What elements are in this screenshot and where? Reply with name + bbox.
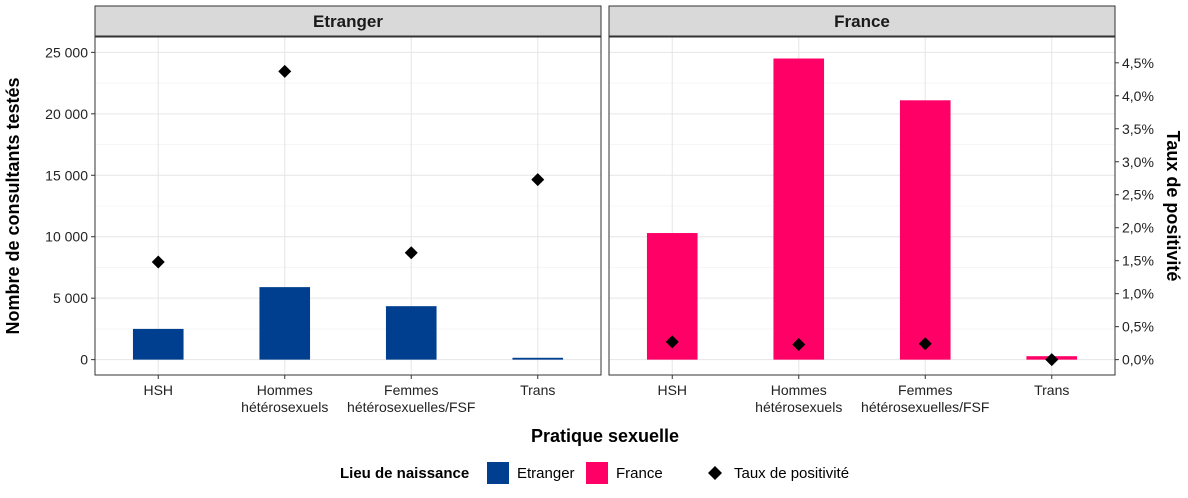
y-left-tick-label: 10 000 xyxy=(45,229,88,245)
rate-point-france-0 xyxy=(665,335,679,349)
y-left-tick-label: 0 xyxy=(80,352,88,368)
rate-point-etranger-0 xyxy=(151,255,165,269)
x-tick-label: hétérosexuelles/FSF xyxy=(861,399,989,415)
y-right-tick-label: 4,0% xyxy=(1122,88,1154,104)
x-tick-label: hétérosexuelles/FSF xyxy=(347,399,475,415)
y-right-tick-label: 1,5% xyxy=(1122,253,1154,269)
legend-label-1: France xyxy=(616,465,663,482)
facet-strip xyxy=(608,5,1116,37)
bar-france-1 xyxy=(773,58,825,360)
legend: Lieu de naissance Etranger France Taux de p… xyxy=(340,462,849,484)
y-right-tick-label: 4,5% xyxy=(1122,55,1154,71)
facet-strip-label: Etranger xyxy=(313,12,383,31)
bar-etranger-2 xyxy=(385,306,437,360)
bar-etranger-1 xyxy=(259,287,311,360)
rate-point-france-3 xyxy=(1045,353,1059,367)
rate-point-etranger-2 xyxy=(404,246,418,260)
x-tick-label: HSH xyxy=(143,382,173,398)
y-right-tick-label: 2,5% xyxy=(1122,187,1154,203)
y-left-tick-label: 15 000 xyxy=(45,167,88,183)
x-tick-label: hétérosexuels xyxy=(241,399,328,415)
bar-etranger-0 xyxy=(132,328,184,360)
legend-key-0 xyxy=(487,462,509,484)
x-axis-title: Pratique sexuelle xyxy=(531,426,679,446)
y-left-axis-title: Nombre de consultants testés xyxy=(3,77,23,334)
y-right-tick-label: 0,0% xyxy=(1122,352,1154,368)
y-right-axis-title: Taux de positivité xyxy=(1163,131,1183,282)
y-right-tick-label: 3,0% xyxy=(1122,154,1154,170)
panel-border xyxy=(94,36,602,376)
y-left-tick-label: 5 000 xyxy=(53,290,88,306)
legend-key-1 xyxy=(586,462,608,484)
y-right-tick-label: 0,5% xyxy=(1122,319,1154,335)
rate-point-etranger-3 xyxy=(531,173,545,187)
rate-point-france-1 xyxy=(792,337,806,351)
x-tick-label: Hommes xyxy=(771,382,827,398)
rate-point-etranger-1 xyxy=(278,64,292,78)
x-tick-label: Hommes xyxy=(257,382,313,398)
facet-strip xyxy=(94,5,602,37)
y-left-tick-label: 20 000 xyxy=(45,106,88,122)
x-tick-label: Femmes xyxy=(384,382,438,398)
legend-label-2: Taux de positivité xyxy=(734,465,849,482)
y-right-tick-label: 3,5% xyxy=(1122,121,1154,137)
panel-border xyxy=(608,36,1116,376)
rate-point-france-2 xyxy=(918,337,932,351)
y-left-tick-label: 25 000 xyxy=(45,44,88,60)
x-tick-label: HSH xyxy=(657,382,687,398)
facet-strip-label: France xyxy=(834,12,890,31)
y-right-tick-label: 1,0% xyxy=(1122,286,1154,302)
legend-title: Lieu de naissance xyxy=(340,465,469,482)
x-tick-label: Trans xyxy=(520,382,555,398)
y-right-tick-label: 2,0% xyxy=(1122,220,1154,236)
legend-key-2 xyxy=(708,466,722,480)
x-tick-label: Femmes xyxy=(898,382,952,398)
bar-france-2 xyxy=(899,100,951,360)
x-tick-label: Trans xyxy=(1034,382,1069,398)
legend-label-0: Etranger xyxy=(517,465,575,482)
bar-etranger-3 xyxy=(512,357,564,360)
x-tick-label: hétérosexuels xyxy=(755,399,842,415)
